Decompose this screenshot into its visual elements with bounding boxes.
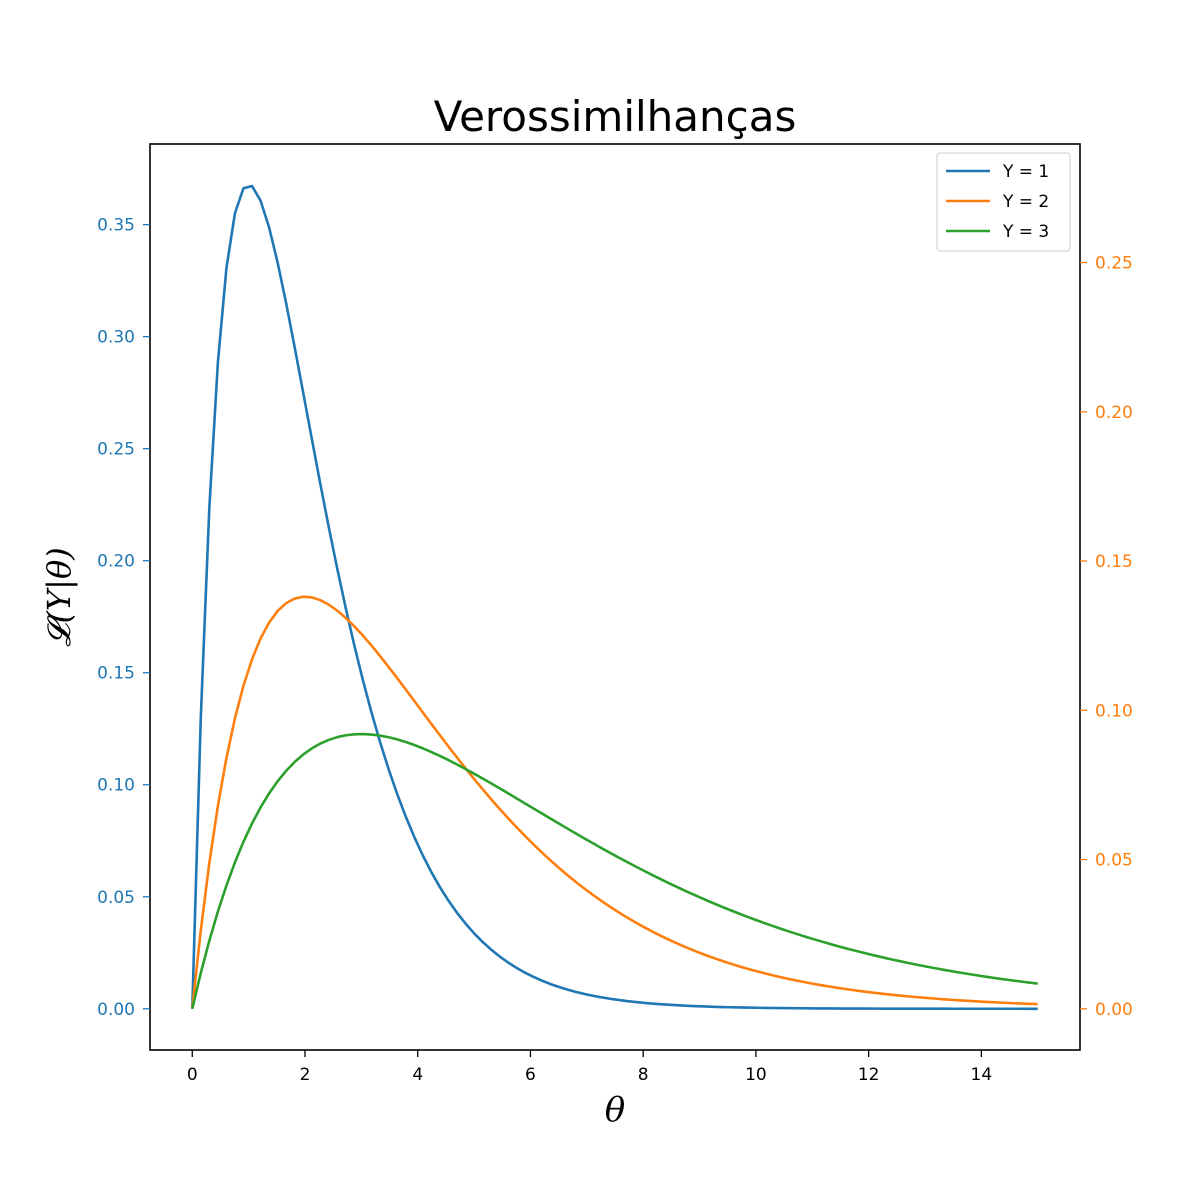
y-axis-right: 0.00 0.05 0.10 0.15 0.20 0.25	[1080, 254, 1133, 1020]
x-tick-label: 8	[638, 1065, 649, 1085]
x-tick-label: 14	[971, 1065, 993, 1085]
series-line-3	[191, 732, 1038, 1010]
y-tick-label: 0.35	[97, 216, 135, 236]
plot-area-frame	[149, 143, 1081, 1051]
legend-label-2: Y = 2	[1002, 192, 1049, 212]
y2-tick-label: 0.05	[1095, 851, 1133, 871]
y-tick-label: 0.20	[97, 552, 135, 572]
y2-tick-label: 0.00	[1095, 1000, 1133, 1020]
y2-tick-label: 0.25	[1095, 254, 1133, 274]
x-tick-label: 0	[187, 1065, 198, 1085]
y2-tick-label: 0.20	[1095, 403, 1133, 423]
y-tick-label: 0.10	[97, 776, 135, 796]
x-tick-label: 4	[412, 1065, 423, 1085]
chart-title: Verossimilhanças	[434, 92, 797, 141]
legend: Y = 1 Y = 2 Y = 3	[936, 152, 1071, 252]
y-tick-label: 0.05	[97, 888, 135, 908]
y-axis-label: 𝓛(Y|θ)	[40, 547, 78, 646]
x-tick-label: 10	[745, 1065, 767, 1085]
series-line-1	[190, 184, 1038, 1011]
x-axis-label: θ	[605, 1090, 625, 1130]
y-tick-label: 0.30	[97, 328, 135, 348]
y-tick-label: 0.15	[97, 664, 135, 684]
x-tick-label: 2	[300, 1065, 311, 1085]
legend-box	[936, 152, 1071, 252]
y2-tick-label: 0.10	[1095, 701, 1133, 721]
x-axis: 0 2 4 6 8 10 12 14	[187, 1050, 992, 1085]
y-tick-label: 0.00	[97, 1000, 135, 1020]
legend-label-3: Y = 3	[1002, 222, 1049, 242]
x-tick-label: 6	[525, 1065, 536, 1085]
y-tick-label: 0.25	[97, 440, 135, 460]
legend-label-1: Y = 1	[1002, 162, 1049, 182]
y2-tick-label: 0.15	[1095, 552, 1133, 572]
plot-lines	[190, 184, 1038, 1011]
series-line-2	[190, 595, 1038, 1009]
x-tick-label: 12	[858, 1065, 880, 1085]
y-axis-left: 0.00 0.05 0.10 0.15 0.20 0.25 0.30 0.35	[97, 216, 150, 1020]
